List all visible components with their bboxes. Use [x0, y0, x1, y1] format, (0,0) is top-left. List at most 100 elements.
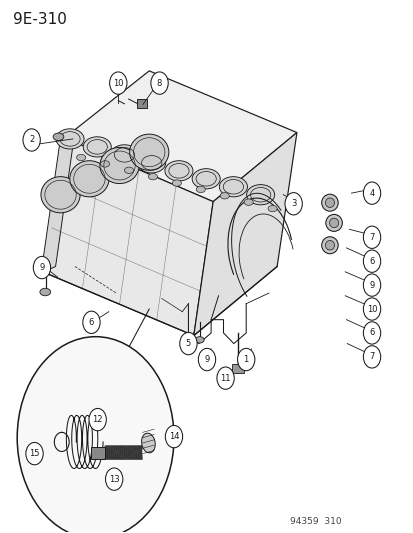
Polygon shape [64, 71, 296, 201]
Circle shape [105, 468, 123, 490]
Polygon shape [107, 446, 108, 459]
Text: 2: 2 [29, 135, 34, 144]
Text: 9: 9 [368, 280, 374, 289]
Text: 6: 6 [368, 257, 374, 265]
Text: 15: 15 [29, 449, 40, 458]
Ellipse shape [325, 198, 334, 207]
Polygon shape [141, 446, 142, 459]
Text: 7: 7 [368, 352, 374, 361]
Ellipse shape [325, 240, 334, 250]
Text: 94359  310: 94359 310 [289, 517, 340, 526]
Circle shape [165, 425, 182, 448]
Polygon shape [118, 446, 119, 459]
Polygon shape [41, 132, 75, 273]
Text: 12: 12 [92, 415, 103, 424]
Ellipse shape [321, 194, 337, 211]
Text: 10: 10 [113, 78, 123, 87]
Circle shape [150, 72, 168, 94]
Ellipse shape [100, 148, 139, 183]
Polygon shape [105, 446, 106, 459]
FancyBboxPatch shape [231, 365, 244, 373]
Ellipse shape [53, 133, 64, 141]
Circle shape [363, 346, 380, 368]
Ellipse shape [100, 161, 109, 167]
Text: 9: 9 [39, 263, 45, 272]
Circle shape [363, 182, 380, 204]
Polygon shape [116, 446, 117, 459]
Ellipse shape [325, 214, 342, 231]
Circle shape [26, 442, 43, 465]
Ellipse shape [76, 155, 85, 161]
Polygon shape [131, 446, 133, 459]
Circle shape [23, 129, 40, 151]
Ellipse shape [329, 218, 338, 228]
Polygon shape [122, 446, 123, 459]
Text: 9: 9 [204, 355, 209, 364]
Ellipse shape [129, 134, 169, 170]
Ellipse shape [220, 192, 229, 199]
Circle shape [363, 322, 380, 344]
Ellipse shape [141, 433, 155, 453]
Ellipse shape [124, 167, 133, 173]
Ellipse shape [195, 337, 204, 343]
Ellipse shape [244, 199, 253, 205]
Ellipse shape [70, 161, 109, 197]
Ellipse shape [83, 137, 111, 157]
Circle shape [179, 333, 197, 355]
Ellipse shape [110, 145, 138, 165]
Polygon shape [130, 446, 131, 459]
FancyBboxPatch shape [137, 99, 147, 108]
Text: 7: 7 [368, 233, 374, 242]
Text: 6: 6 [368, 328, 374, 337]
Text: 9E-310: 9E-310 [13, 12, 67, 27]
Polygon shape [126, 446, 127, 459]
Ellipse shape [196, 186, 205, 192]
Text: 13: 13 [109, 475, 119, 483]
Ellipse shape [40, 288, 50, 296]
Ellipse shape [268, 205, 276, 212]
Polygon shape [133, 446, 134, 459]
Text: 14: 14 [169, 432, 179, 441]
Text: 6: 6 [88, 318, 94, 327]
Circle shape [363, 298, 380, 320]
Polygon shape [135, 446, 136, 459]
FancyBboxPatch shape [90, 447, 105, 459]
Text: 4: 4 [368, 189, 374, 198]
Ellipse shape [321, 237, 337, 254]
Circle shape [89, 408, 106, 431]
Circle shape [17, 337, 173, 533]
Ellipse shape [192, 168, 220, 189]
Polygon shape [111, 446, 112, 459]
Ellipse shape [148, 173, 157, 180]
Polygon shape [139, 446, 140, 459]
Circle shape [237, 349, 254, 370]
Ellipse shape [172, 180, 181, 186]
Circle shape [109, 72, 127, 94]
Text: 8: 8 [157, 78, 162, 87]
Text: 10: 10 [366, 304, 376, 313]
Polygon shape [193, 133, 296, 336]
Text: 3: 3 [290, 199, 296, 208]
Text: 1: 1 [243, 355, 248, 364]
Polygon shape [114, 446, 115, 459]
Ellipse shape [56, 129, 84, 149]
Circle shape [363, 226, 380, 248]
Circle shape [198, 349, 215, 370]
Ellipse shape [164, 161, 192, 181]
Polygon shape [124, 446, 125, 459]
Circle shape [363, 250, 380, 272]
Ellipse shape [246, 184, 274, 205]
Circle shape [83, 311, 100, 334]
Polygon shape [120, 446, 121, 459]
Circle shape [363, 274, 380, 296]
Polygon shape [137, 446, 138, 459]
Polygon shape [45, 138, 213, 336]
Polygon shape [112, 446, 114, 459]
Ellipse shape [138, 153, 165, 173]
Text: 5: 5 [185, 339, 190, 348]
Ellipse shape [219, 176, 247, 197]
Circle shape [33, 256, 50, 279]
Ellipse shape [41, 176, 80, 213]
Circle shape [216, 367, 234, 389]
Circle shape [284, 192, 301, 215]
